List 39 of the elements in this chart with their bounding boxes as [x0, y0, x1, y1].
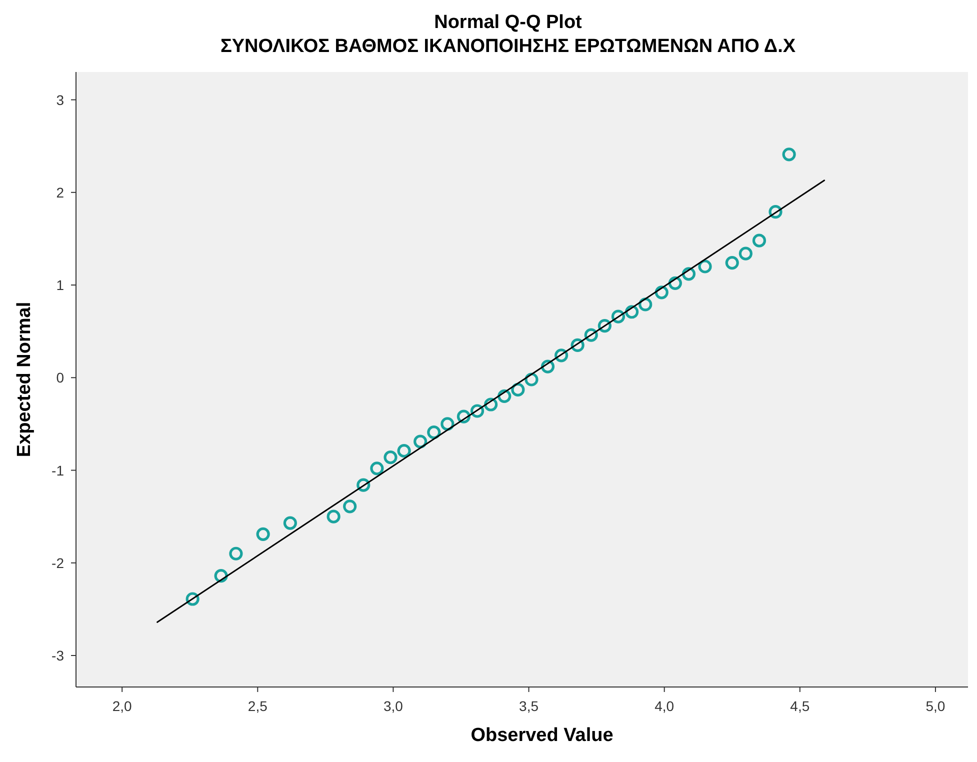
y-tick-label: 0: [56, 370, 64, 386]
point: [698, 260, 712, 274]
point: [725, 256, 739, 270]
point: [384, 450, 398, 464]
point: [256, 527, 270, 541]
x-tick-label: 4,0: [654, 698, 674, 714]
x-tick-label: 3,5: [519, 698, 539, 714]
chart-title: Normal Q-Q Plot: [434, 12, 583, 33]
point: [782, 148, 796, 162]
y-tick-label: 1: [56, 277, 64, 294]
y-tick-label: -2: [52, 554, 64, 571]
point: [570, 338, 584, 352]
point: [611, 310, 626, 324]
y-tick-label: 3: [56, 92, 64, 108]
y-axis-title: Expected Normal: [14, 302, 35, 458]
x-tick-label: 4,5: [790, 698, 810, 714]
point: [229, 546, 243, 560]
point: [584, 328, 598, 342]
point: [768, 205, 782, 219]
y-tick-label: 2: [56, 184, 64, 200]
point: [356, 478, 370, 492]
point: [326, 510, 340, 524]
y-tick-label: -3: [52, 648, 64, 664]
point: [456, 410, 471, 424]
point: [343, 500, 357, 514]
point: [540, 360, 555, 374]
chart-subtitle: ΣΥΝΟΛΙΚΟΣ ΒΑΘΜΟΣ ΙΚΑΝΟΠΟΙΗΣΗΣ ΕΡΩΤΩΜΕΝΩΝ ΑΠΟ Δ.Χ: [220, 36, 796, 57]
y-tick-label: -1: [52, 462, 64, 478]
x-tick-label: 3,0: [383, 698, 404, 714]
x-tick-label: 2,5: [248, 698, 268, 714]
x-axis-title: Observed Value: [470, 725, 614, 746]
point: [283, 516, 297, 530]
point: [370, 462, 384, 476]
x-tick-label: 2,0: [112, 698, 132, 714]
point: [738, 246, 752, 260]
point: [752, 234, 766, 248]
x-tick-label: 5,0: [926, 698, 946, 714]
point: [470, 404, 484, 418]
point: [397, 444, 411, 458]
